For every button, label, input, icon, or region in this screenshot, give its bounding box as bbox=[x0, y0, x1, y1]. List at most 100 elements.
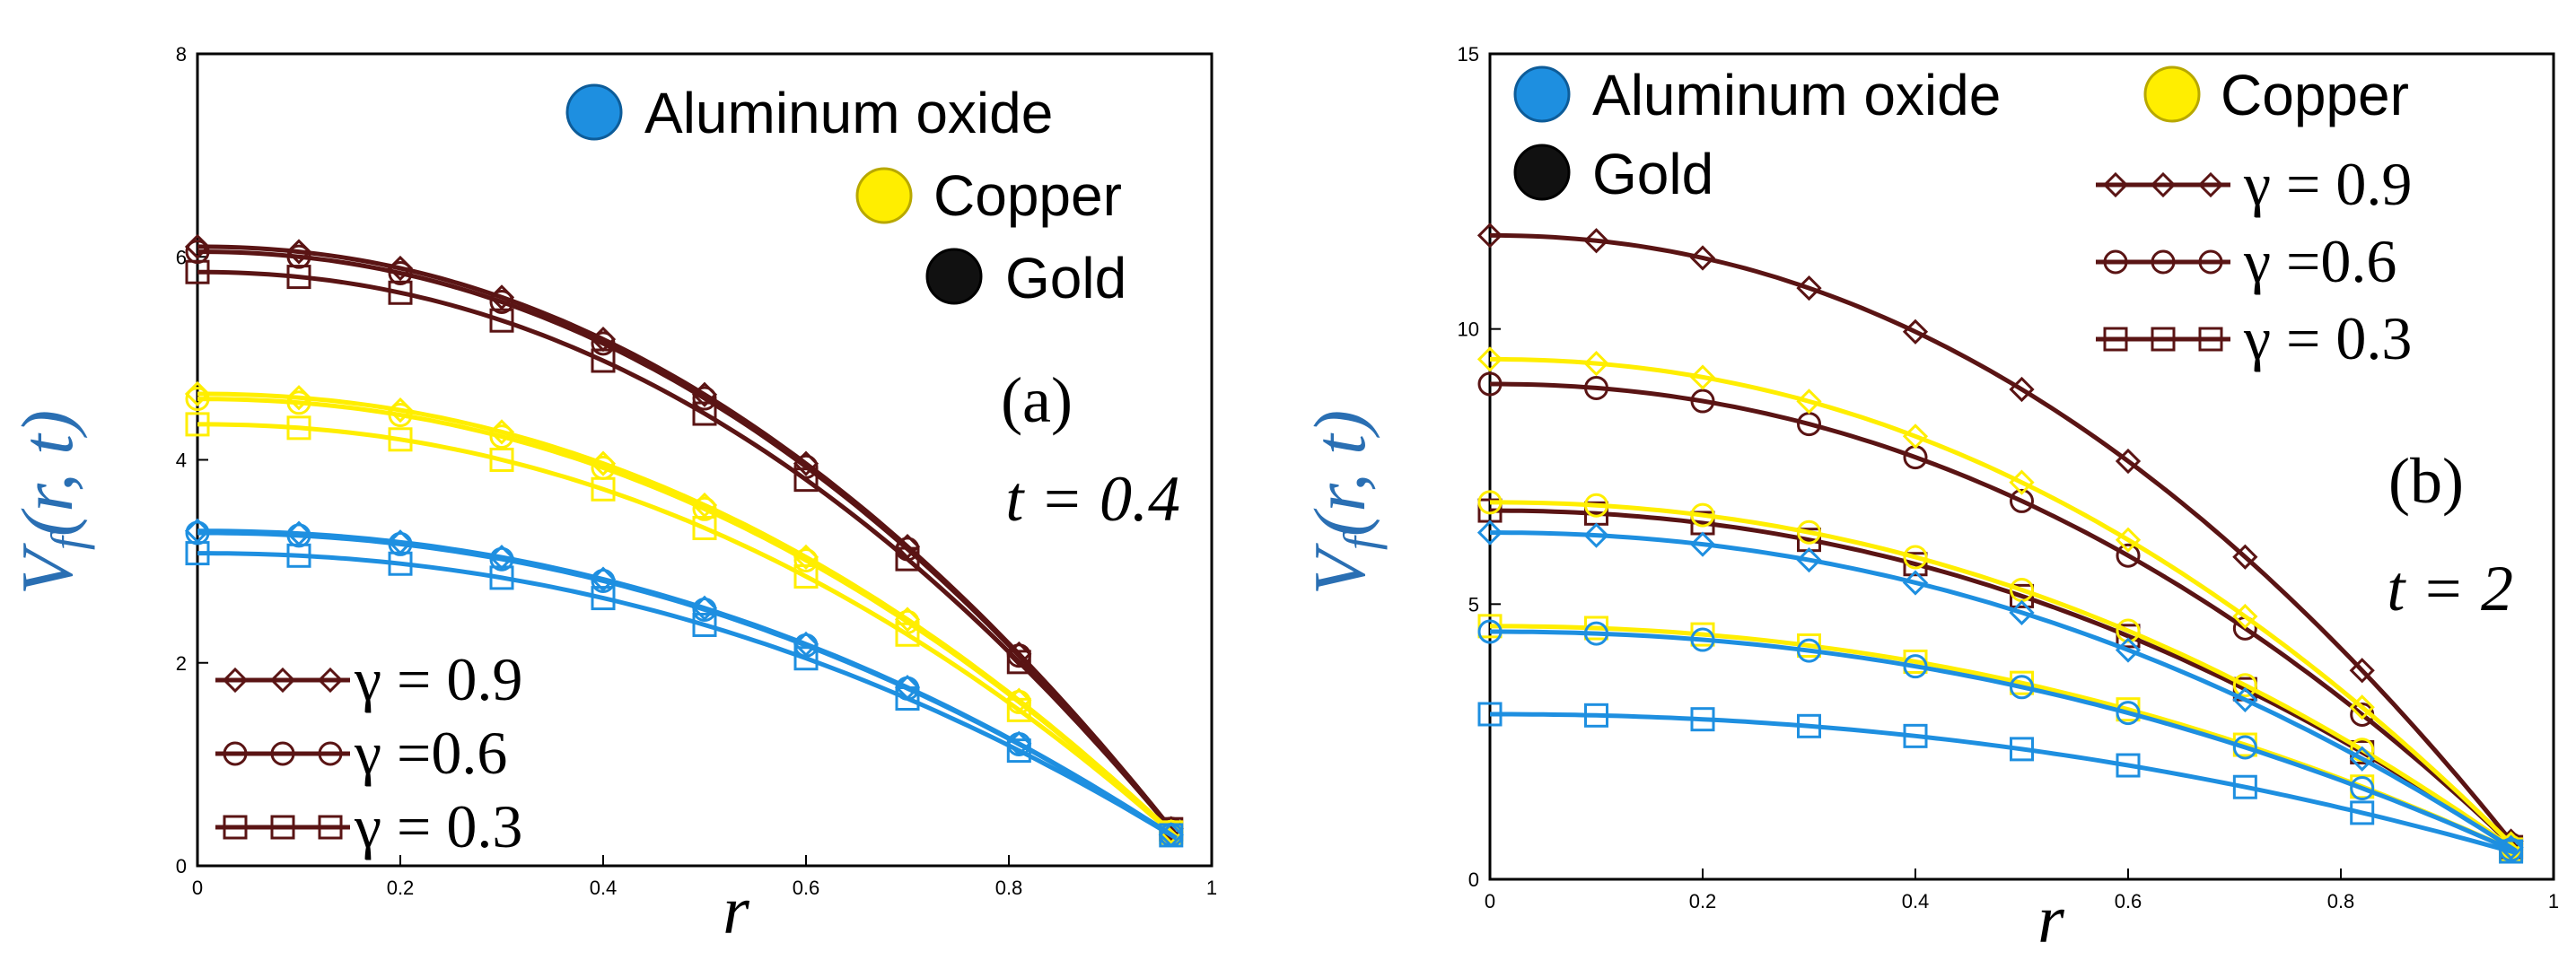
data-point bbox=[2116, 543, 2141, 568]
gamma-legend-marker bbox=[2151, 327, 2176, 352]
gamma-legend-marker bbox=[318, 815, 343, 840]
data-point bbox=[590, 566, 617, 592]
x-tick-label: 0.4 bbox=[1902, 890, 1930, 912]
x-tick-label: 0.4 bbox=[590, 877, 618, 899]
data-point bbox=[489, 565, 514, 590]
x-axis-label-a: r bbox=[723, 873, 749, 948]
data-point bbox=[2499, 839, 2524, 864]
data-point bbox=[1797, 713, 1821, 738]
series-line bbox=[1490, 356, 2519, 851]
data-point bbox=[2349, 658, 2375, 684]
y-tick-label: 10 bbox=[1458, 319, 1479, 341]
gamma-legend-marker bbox=[2198, 327, 2223, 352]
legend-label-aluminum-oxide: Aluminum oxide bbox=[644, 81, 1053, 145]
x-tick-label: 0 bbox=[1485, 890, 1495, 912]
data-point bbox=[1477, 371, 1503, 397]
data-point bbox=[2349, 746, 2375, 772]
data-point bbox=[1903, 552, 1928, 577]
data-point bbox=[793, 467, 819, 493]
data-point bbox=[1903, 723, 1928, 748]
data-point bbox=[793, 547, 819, 572]
series-line bbox=[1490, 381, 2519, 851]
y-tick-label: 0 bbox=[176, 855, 187, 877]
data-point bbox=[2115, 448, 2142, 475]
gamma-legend-marker bbox=[222, 667, 249, 694]
data-point bbox=[185, 387, 210, 412]
gamma-label-0.6: γ =0.6 bbox=[2243, 227, 2396, 295]
data-point bbox=[691, 595, 718, 621]
data-point bbox=[185, 541, 210, 566]
x-tick-label: 0.6 bbox=[793, 877, 820, 899]
data-point bbox=[286, 390, 311, 415]
data-point bbox=[1690, 388, 1715, 414]
data-point bbox=[2232, 735, 2257, 760]
material-legend-a: Aluminum oxide Copper Gold bbox=[565, 81, 1126, 310]
data-point bbox=[185, 412, 210, 437]
series-line bbox=[1490, 500, 2518, 853]
gamma-legend-marker bbox=[2198, 249, 2223, 275]
y-axis-label-a: Vf(r, t) bbox=[6, 410, 95, 595]
data-point bbox=[1690, 707, 1715, 732]
data-point bbox=[2116, 753, 2141, 778]
data-point bbox=[388, 260, 413, 285]
series-group-b bbox=[1476, 223, 2524, 864]
data-point bbox=[692, 516, 717, 541]
data-point bbox=[1006, 650, 1031, 675]
series-line bbox=[197, 397, 1178, 839]
data-point bbox=[388, 531, 413, 556]
x-tick-label: 1 bbox=[1206, 877, 1217, 899]
legend-label-aluminum-oxide: Aluminum oxide bbox=[1592, 63, 2001, 127]
x-tick-label: 0 bbox=[192, 877, 203, 899]
data-point bbox=[388, 427, 413, 452]
data-point bbox=[2010, 583, 2034, 608]
data-point bbox=[591, 586, 616, 611]
data-point bbox=[1689, 245, 1716, 271]
data-point bbox=[2009, 469, 2035, 495]
data-point bbox=[895, 546, 920, 572]
data-point bbox=[1797, 638, 1821, 663]
data-point bbox=[1903, 654, 1928, 679]
data-point bbox=[895, 622, 920, 647]
data-point bbox=[1797, 519, 1821, 545]
panel-a: 0 0.2 0.4 0.6 0.8 1 0 2 4 6 8 Vf(r, t) r (a) t = 0… bbox=[6, 43, 1217, 948]
data-point bbox=[286, 244, 311, 269]
gamma-legend-marker bbox=[223, 741, 248, 766]
data-point bbox=[1159, 823, 1184, 848]
data-point bbox=[1902, 319, 1929, 345]
gamma-legend-marker bbox=[2151, 249, 2176, 275]
y-tick-label: 0 bbox=[1468, 869, 1479, 891]
y-tick-label: 8 bbox=[176, 43, 187, 65]
x-tick-label: 0.8 bbox=[2327, 890, 2355, 912]
legend-label-gold: Gold bbox=[1592, 142, 1713, 206]
material-legend-b: Aluminum oxide Copper Gold bbox=[1513, 63, 2409, 206]
time-label-a: t = 0.4 bbox=[1005, 463, 1180, 535]
data-point bbox=[2115, 637, 2142, 663]
data-point bbox=[2010, 488, 2034, 513]
data-point bbox=[388, 403, 413, 428]
series-line bbox=[197, 528, 1178, 841]
data-point bbox=[1476, 223, 1503, 249]
plot-frame-b bbox=[1488, 52, 2555, 881]
data-point bbox=[692, 496, 717, 521]
data-point bbox=[2498, 834, 2524, 860]
data-point bbox=[1796, 275, 1822, 301]
legend-label-copper: Copper bbox=[2221, 63, 2409, 127]
data-point bbox=[793, 646, 819, 671]
data-point bbox=[2349, 694, 2375, 720]
data-point bbox=[1689, 364, 1716, 390]
gamma-label-0.6: γ =0.6 bbox=[354, 719, 507, 787]
series-group-a bbox=[184, 233, 1184, 848]
data-point bbox=[2115, 527, 2142, 553]
data-point bbox=[1902, 570, 1929, 596]
y-tick-label: 5 bbox=[1468, 593, 1479, 615]
data-point bbox=[692, 386, 717, 411]
data-point bbox=[1583, 350, 1609, 377]
gamma-legend-a: γ = 0.9 γ =0.6 γ = 0.3 bbox=[215, 645, 522, 860]
data-point bbox=[591, 331, 616, 356]
gamma-label-0.3: γ = 0.3 bbox=[2243, 304, 2412, 372]
x-tick-label: 1 bbox=[2548, 890, 2559, 912]
data-point bbox=[489, 447, 514, 472]
data-point bbox=[2009, 376, 2035, 403]
data-point bbox=[692, 612, 717, 637]
